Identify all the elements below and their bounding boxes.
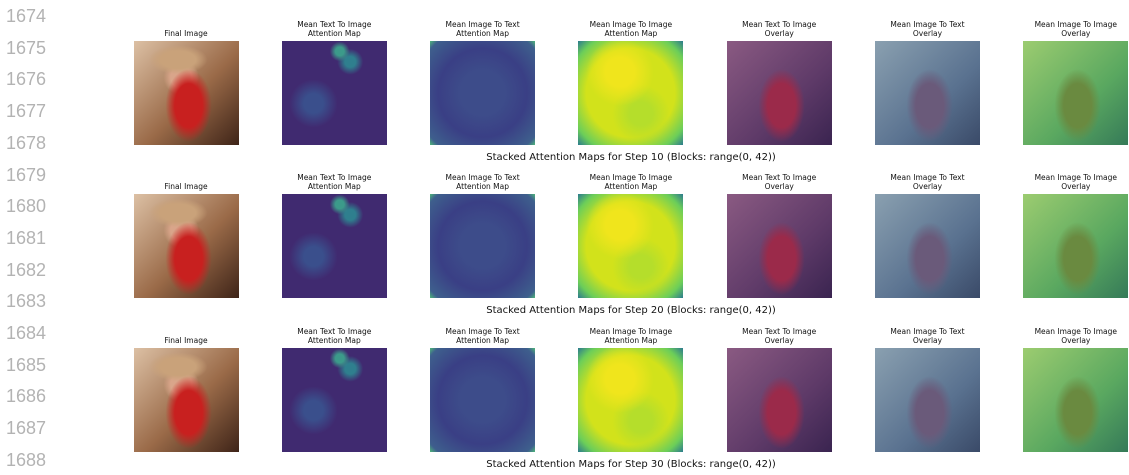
line-number: 1686 bbox=[6, 387, 56, 405]
panel-image bbox=[282, 41, 387, 145]
panel-image bbox=[727, 41, 832, 145]
panel-title: Mean Image To Text bbox=[413, 327, 553, 336]
panel-title: Overlay bbox=[709, 29, 849, 38]
line-number: 1684 bbox=[6, 324, 56, 342]
panel-title: Mean Image To Text bbox=[413, 173, 553, 182]
panel-title: Mean Text To Image bbox=[264, 327, 404, 336]
panel-image bbox=[578, 348, 683, 452]
panel-title: Attention Map bbox=[413, 336, 553, 345]
line-number: 1678 bbox=[6, 134, 56, 152]
panel-title: Attention Map bbox=[264, 182, 404, 191]
panel-image bbox=[430, 348, 535, 452]
line-number: 1688 bbox=[6, 451, 56, 469]
panel-title: Mean Image To Text bbox=[858, 20, 998, 29]
panel-title: Mean Image To Image bbox=[561, 327, 701, 336]
panel-image bbox=[875, 194, 980, 298]
panel-image bbox=[727, 194, 832, 298]
panel-title: Mean Image To Text bbox=[858, 327, 998, 336]
panel-title: Attention Map bbox=[561, 182, 701, 191]
panel-image bbox=[430, 194, 535, 298]
panel-title: Mean Image To Image bbox=[1006, 20, 1129, 29]
panel-title: Mean Image To Text bbox=[858, 173, 998, 182]
panel-image bbox=[875, 41, 980, 145]
line-number: 1682 bbox=[6, 261, 56, 279]
panel-image bbox=[1023, 41, 1128, 145]
panel-title: Overlay bbox=[1006, 336, 1129, 345]
panel-title: Overlay bbox=[858, 29, 998, 38]
panel-title: Final Image bbox=[116, 336, 256, 345]
panel-title: Final Image bbox=[116, 182, 256, 191]
line-number: 1677 bbox=[6, 102, 56, 120]
row-caption: Stacked Attention Maps for Step 20 (Bloc… bbox=[381, 305, 881, 317]
panel-title: Overlay bbox=[858, 336, 998, 345]
line-number: 1674 bbox=[6, 7, 56, 25]
panel-title: Attention Map bbox=[413, 182, 553, 191]
panel-title: Mean Text To Image bbox=[709, 327, 849, 336]
panel-title: Mean Image To Image bbox=[1006, 327, 1129, 336]
panel-image bbox=[282, 194, 387, 298]
panel-title: Mean Text To Image bbox=[264, 173, 404, 182]
page: (() => { const data = JSON.parse(documen… bbox=[0, 0, 1129, 475]
panel-image bbox=[578, 41, 683, 145]
panel-image bbox=[134, 348, 239, 452]
panel-title: Mean Image To Image bbox=[1006, 173, 1129, 182]
panel-title: Mean Text To Image bbox=[709, 20, 849, 29]
panel-image bbox=[134, 194, 239, 298]
panel-title: Mean Text To Image bbox=[264, 20, 404, 29]
line-number: 1679 bbox=[6, 166, 56, 184]
line-number: 1676 bbox=[6, 70, 56, 88]
panel-title: Mean Image To Text bbox=[413, 20, 553, 29]
panel-title: Attention Map bbox=[264, 29, 404, 38]
panel-title: Overlay bbox=[858, 182, 998, 191]
panel-image bbox=[134, 41, 239, 145]
panel-title: Attention Map bbox=[561, 29, 701, 38]
panel-title: Overlay bbox=[709, 182, 849, 191]
panel-title: Mean Image To Image bbox=[561, 173, 701, 182]
panel-title: Final Image bbox=[116, 29, 256, 38]
line-number: 1685 bbox=[6, 356, 56, 374]
panel-image bbox=[430, 41, 535, 145]
row-caption: Stacked Attention Maps for Step 10 (Bloc… bbox=[381, 152, 881, 164]
panel-image bbox=[1023, 194, 1128, 298]
panel-title: Attention Map bbox=[561, 336, 701, 345]
line-number: 1681 bbox=[6, 229, 56, 247]
panel-image bbox=[578, 194, 683, 298]
panel-image bbox=[727, 348, 832, 452]
panel-image bbox=[282, 348, 387, 452]
panel-title: Overlay bbox=[1006, 182, 1129, 191]
row-caption: Stacked Attention Maps for Step 30 (Bloc… bbox=[381, 459, 881, 471]
panel-title: Mean Image To Image bbox=[561, 20, 701, 29]
panel-title: Attention Map bbox=[413, 29, 553, 38]
panel-title: Overlay bbox=[709, 336, 849, 345]
panel-image bbox=[875, 348, 980, 452]
line-number: 1683 bbox=[6, 292, 56, 310]
panel-title: Attention Map bbox=[264, 336, 404, 345]
line-number: 1687 bbox=[6, 419, 56, 437]
line-number: 1680 bbox=[6, 197, 56, 215]
panel-image bbox=[1023, 348, 1128, 452]
panel-title: Mean Text To Image bbox=[709, 173, 849, 182]
panel-title: Overlay bbox=[1006, 29, 1129, 38]
line-number: 1675 bbox=[6, 39, 56, 57]
